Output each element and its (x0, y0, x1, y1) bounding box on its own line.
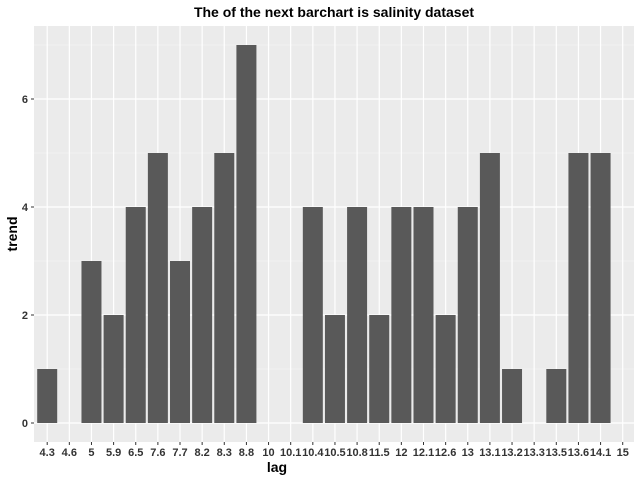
x-tick-label: 8.2 (194, 447, 209, 459)
x-tick-label: 10 (262, 447, 274, 459)
bar-11.5 (369, 315, 390, 423)
x-tick-label: 11.5 (369, 447, 390, 459)
x-tick-label: 12.6 (435, 447, 456, 459)
x-tick-label: 13 (462, 447, 474, 459)
x-tick-label: 10.4 (302, 447, 324, 459)
x-tick-label: 6.5 (128, 447, 143, 459)
bar-10.8 (347, 207, 368, 423)
x-tick-label: 10.8 (346, 447, 367, 459)
chart-title: The of the next barchart is salinity dat… (194, 4, 474, 20)
bar-13.6 (568, 153, 589, 423)
y-tick-label: 4 (22, 202, 29, 214)
x-tick-label: 15 (617, 447, 629, 459)
bar-7.7 (170, 261, 191, 423)
x-tick-label: 10.1 (280, 447, 301, 459)
x-tick-label: 12.1 (413, 447, 434, 459)
bar-12.1 (413, 207, 434, 423)
bar-5 (81, 261, 102, 423)
y-axis: 0 2 4 6 (22, 94, 34, 430)
y-axis-title: trend (4, 217, 20, 252)
bar-6.5 (125, 207, 146, 423)
x-tick-label: 4.3 (40, 447, 55, 459)
bar-14.1 (590, 153, 611, 423)
bar-10.4 (302, 207, 323, 423)
bar-13 (457, 207, 478, 423)
bar-5.9 (103, 315, 124, 423)
bar-7.6 (147, 153, 168, 423)
x-tick-label: 12 (395, 447, 407, 459)
y-tick-label: 6 (22, 94, 28, 106)
x-tick-label: 14.1 (590, 447, 611, 459)
bars (37, 45, 611, 423)
bar-8.2 (192, 207, 213, 423)
x-tick-label: 13.1 (479, 447, 500, 459)
x-tick-label: 7.7 (172, 447, 187, 459)
x-tick-label: 4.6 (62, 447, 77, 459)
x-tick-label: 10.5 (324, 447, 345, 459)
x-tick-label: 13.2 (501, 447, 522, 459)
x-tick-label: 8.8 (239, 447, 254, 459)
bar-8.8 (236, 45, 257, 423)
bar-13.1 (479, 153, 500, 423)
x-tick-label: 13.6 (568, 447, 589, 459)
x-tick-label: 13.3 (523, 447, 544, 459)
x-tick-label: 5.9 (106, 447, 121, 459)
y-tick-label: 0 (22, 418, 28, 430)
bar-12 (391, 207, 412, 423)
bar-13.5 (546, 369, 567, 423)
bar-13.2 (502, 369, 523, 423)
x-tick-label: 13.5 (546, 447, 567, 459)
x-axis: 4.3 4.6 5 5.9 6.5 7.6 7.7 8.2 8.3 8.8 10 10.1 10.4 10… (40, 442, 629, 459)
bar-10.5 (324, 315, 345, 423)
x-axis-title: lag (267, 459, 287, 475)
x-tick-label: 5 (88, 447, 94, 459)
bar-8.3 (214, 153, 235, 423)
x-tick-label: 8.3 (217, 447, 232, 459)
y-tick-label: 2 (22, 310, 28, 322)
bar-4.3 (37, 369, 58, 423)
bar-12.6 (435, 315, 456, 423)
x-tick-label: 7.6 (150, 447, 165, 459)
